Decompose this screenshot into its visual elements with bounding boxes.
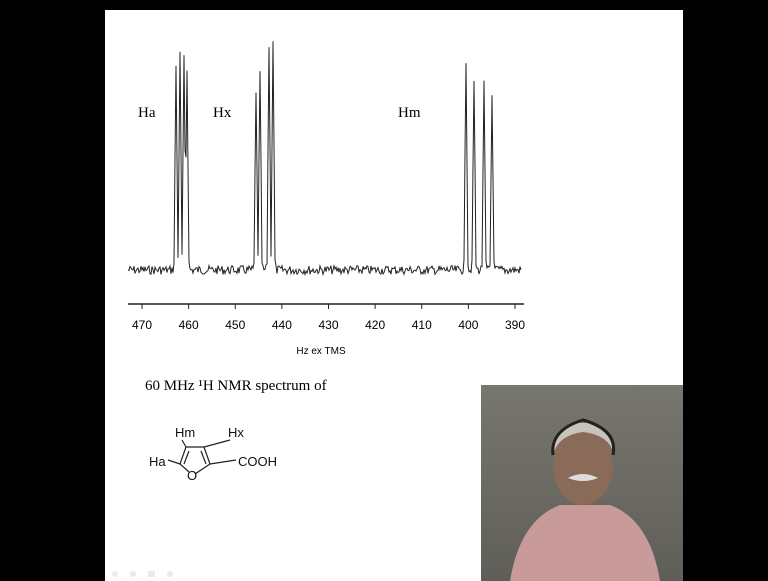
tick-label: 460 [179,318,199,332]
atom-label: Ha [149,454,166,469]
tick-label: 410 [412,318,432,332]
hair [553,422,614,455]
spectrum: Ha Hx Hm Hz ex TMS 470 460 450 440 430 420 410… [127,41,525,357]
tick-label: 420 [365,318,385,332]
moustache [568,474,598,481]
control-icon[interactable] [130,571,136,577]
peak-label: Hx [213,105,232,121]
spectrum-trace [127,41,522,277]
tick-label: 470 [132,318,152,332]
bond [186,446,211,475]
peak-label: Hm [398,105,421,121]
axis-label: Hz ex TMS [296,346,346,357]
tick-label: 400 [458,318,478,332]
control-icon[interactable] [148,571,155,577]
webcam-video [481,385,683,581]
caption: 60 MHz ¹H NMR spectrum of [145,378,327,394]
tick-label: 430 [318,318,338,332]
face [553,425,613,505]
atom-label: Hm [175,425,195,440]
bond [203,439,231,448]
peak-label: Ha [138,105,156,121]
tick-label: 450 [225,318,245,332]
shirt [510,505,660,581]
bond [167,459,181,465]
tick-label: 390 [505,318,525,332]
headset [551,418,616,456]
control-icon[interactable] [112,571,118,577]
control-icon[interactable] [167,571,173,577]
player-controls[interactable] [112,571,173,577]
tick-label: 440 [272,318,292,332]
bond [183,450,190,465]
bond [209,459,237,465]
atom-label: Hx [228,425,244,440]
atom-label: COOH [238,454,277,469]
molecule [167,439,237,475]
bond [181,439,187,448]
bond [200,450,207,465]
atom-label: O [187,468,197,483]
